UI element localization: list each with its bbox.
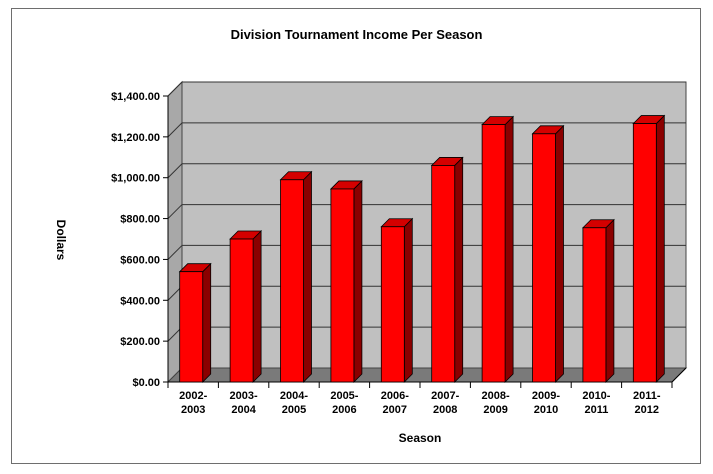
y-tick-label: $600.00	[120, 254, 160, 266]
bar-front	[632, 123, 657, 383]
bar	[481, 115, 515, 383]
gridline	[167, 204, 183, 219]
x-tick-label: 2011	[584, 404, 608, 416]
x-tick-label: 2002-	[179, 390, 207, 402]
y-tick-label: $0.00	[132, 377, 160, 389]
bar	[178, 262, 212, 383]
bar-front	[179, 271, 204, 383]
bar-side	[353, 179, 363, 383]
bar-side	[403, 217, 413, 383]
x-tick-label: 2007-	[431, 390, 459, 402]
bar-side	[655, 114, 665, 383]
x-tick-labels: 2002- 2003 2003- 2004 2004- 2005 2005- 2006 2006…	[179, 390, 661, 416]
bar	[581, 218, 615, 383]
bar-front	[582, 227, 607, 383]
x-tick-label: 2011-	[633, 390, 661, 402]
x-axis-label: Season	[399, 431, 442, 445]
x-tick-label: 2010	[534, 404, 558, 416]
x-tick-label: 2008	[433, 404, 457, 416]
x-tick-label: 2009-	[532, 390, 560, 402]
bar-front	[229, 238, 254, 383]
y-axis-label: Dollars	[54, 220, 68, 261]
gridline	[167, 122, 183, 138]
x-tick-label: 2003-	[230, 390, 258, 402]
bar	[229, 230, 263, 383]
bar-side	[303, 170, 312, 383]
chart-title: Division Tournament Income Per Season	[230, 27, 483, 42]
y-tick-label: $1,200.00	[111, 132, 160, 144]
x-tick-label: 2012	[635, 404, 659, 416]
x-tick-label: 2005-	[330, 390, 358, 402]
bar-side	[202, 262, 212, 383]
bar-front	[532, 133, 556, 383]
bar-side	[555, 124, 564, 383]
x-tick-label: 2005	[282, 404, 306, 416]
y-tick-label: $1,000.00	[111, 173, 160, 185]
x-axis-edge	[671, 367, 687, 383]
bars	[178, 114, 666, 383]
bar	[279, 170, 313, 383]
bar-front	[330, 188, 355, 383]
y-tick-label: $400.00	[120, 295, 160, 307]
x-tick-label: 2003	[181, 404, 205, 416]
bar	[380, 217, 414, 383]
gridline	[167, 81, 183, 97]
bar	[632, 114, 666, 383]
gridline	[167, 245, 183, 260]
bar	[430, 156, 464, 383]
bar-front	[431, 165, 456, 383]
bar-front	[280, 179, 304, 383]
x-tick-label: 2009	[483, 404, 507, 416]
bar-front	[481, 124, 506, 383]
y-tick-label: $800.00	[120, 214, 160, 226]
y-tick-labels: $0.00 $200.00 $400.00 $600.00 $800.00 $1,000.…	[111, 91, 160, 389]
bar	[329, 179, 363, 383]
x-tick-label: 2006	[332, 404, 356, 416]
x-tick-label: 2010-	[582, 390, 610, 402]
y-tick-label: $1,400.00	[111, 91, 160, 103]
x-tick-label: 2004	[231, 404, 256, 416]
bar	[531, 124, 565, 383]
bar-side	[252, 230, 262, 383]
bar-side	[504, 115, 514, 383]
bar-side	[454, 156, 464, 383]
x-tick-label: 2004-	[280, 390, 308, 402]
y-tick-label: $200.00	[120, 336, 160, 348]
x-tick-label: 2007	[383, 404, 407, 416]
x-tick-label: 2008-	[482, 390, 510, 402]
x-tick-label: 2006-	[381, 390, 409, 402]
bar-side	[605, 218, 615, 383]
gridline	[167, 163, 183, 179]
bar-front	[380, 226, 405, 383]
